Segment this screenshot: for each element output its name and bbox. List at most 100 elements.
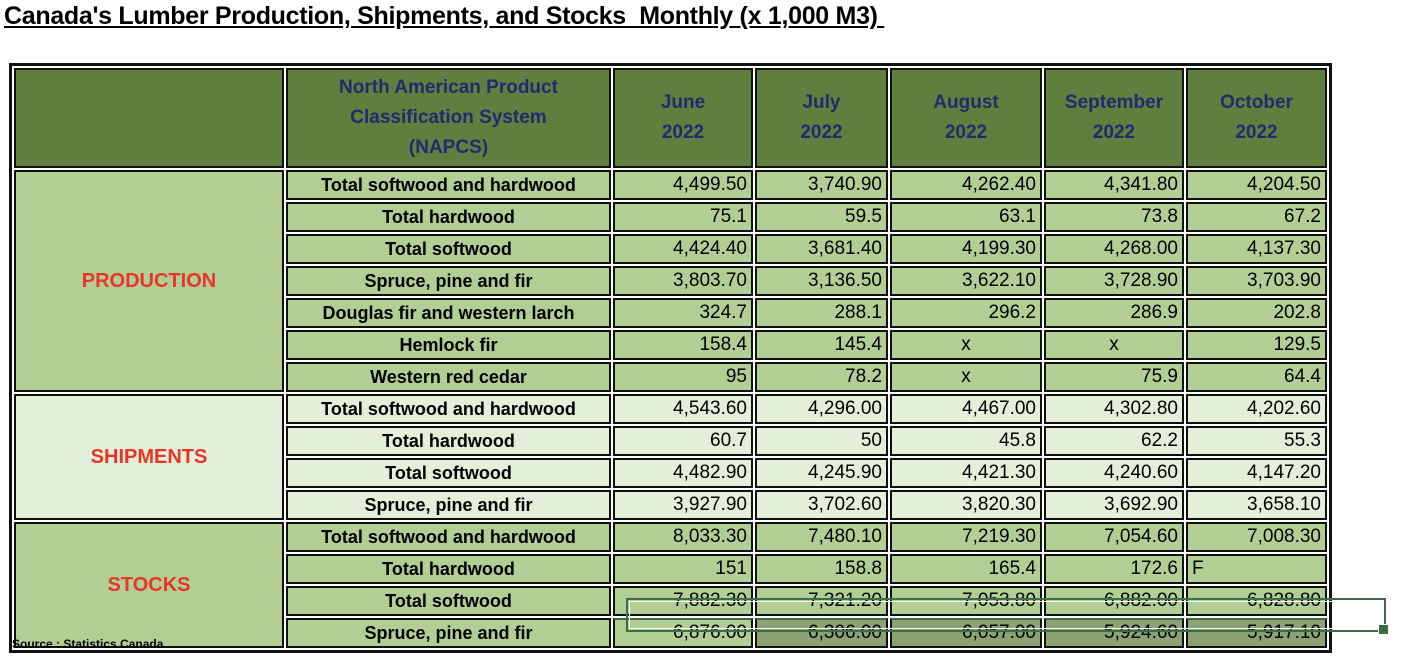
category-cell[interactable]: Total hardwood (286, 426, 611, 456)
category-cell[interactable]: Western red cedar (286, 362, 611, 392)
value-cell[interactable]: 324.7 (613, 298, 753, 328)
value-cell[interactable]: 4,147.20 (1186, 458, 1327, 488)
category-cell[interactable]: Total hardwood (286, 202, 611, 232)
value-cell[interactable]: 145.4 (755, 330, 888, 360)
value-cell[interactable]: 5,924.60 (1044, 618, 1184, 648)
value-cell[interactable]: 158.4 (613, 330, 753, 360)
value-cell[interactable]: 3,740.90 (755, 170, 888, 200)
value-cell[interactable]: 4,262.40 (890, 170, 1042, 200)
value-cell[interactable]: x (890, 362, 1042, 392)
value-cell[interactable]: 4,199.30 (890, 234, 1042, 264)
value-cell[interactable]: 73.8 (1044, 202, 1184, 232)
value-cell[interactable]: 4,296.00 (755, 394, 888, 424)
value-cell[interactable]: 8,033.30 (613, 522, 753, 552)
value-cell[interactable]: 4,467.00 (890, 394, 1042, 424)
value-cell[interactable]: 6,306.00 (755, 618, 888, 648)
category-cell[interactable]: Douglas fir and western larch (286, 298, 611, 328)
value-cell[interactable]: 60.7 (613, 426, 753, 456)
category-cell[interactable]: Total softwood (286, 458, 611, 488)
value-cell[interactable]: 75.9 (1044, 362, 1184, 392)
value-cell[interactable]: 129.5 (1186, 330, 1327, 360)
value-cell[interactable]: 3,927.90 (613, 490, 753, 520)
value-cell[interactable]: 4,240.60 (1044, 458, 1184, 488)
value-cell[interactable]: 6,828.80 (1186, 586, 1327, 616)
value-cell[interactable]: 75.1 (613, 202, 753, 232)
value-cell[interactable]: 4,268.00 (1044, 234, 1184, 264)
value-cell[interactable]: 7,219.30 (890, 522, 1042, 552)
header-month-august[interactable]: August 2022 (890, 68, 1042, 168)
value-cell[interactable]: 4,137.30 (1186, 234, 1327, 264)
value-cell[interactable]: x (1044, 330, 1184, 360)
value-cell[interactable]: 50 (755, 426, 888, 456)
value-cell[interactable]: 4,341.80 (1044, 170, 1184, 200)
value-cell[interactable]: F (1186, 554, 1327, 584)
value-cell[interactable]: 59.5 (755, 202, 888, 232)
value-cell[interactable]: 64.4 (1186, 362, 1327, 392)
value-cell[interactable]: x (890, 330, 1042, 360)
value-cell[interactable]: 78.2 (755, 362, 888, 392)
header-empty-cell[interactable] (14, 68, 284, 168)
value-cell[interactable]: 4,421.30 (890, 458, 1042, 488)
value-cell[interactable]: 165.4 (890, 554, 1042, 584)
header-month-june[interactable]: June 2022 (613, 68, 753, 168)
value-cell[interactable]: 4,499.50 (613, 170, 753, 200)
value-cell[interactable]: 62.2 (1044, 426, 1184, 456)
value-cell[interactable]: 3,803.70 (613, 266, 753, 296)
value-cell[interactable]: 202.8 (1186, 298, 1327, 328)
fill-handle[interactable] (1378, 624, 1389, 635)
value-cell[interactable]: 4,424.40 (613, 234, 753, 264)
value-cell[interactable]: 45.8 (890, 426, 1042, 456)
header-napcs[interactable]: North American Product Classification Sy… (286, 68, 611, 168)
category-cell[interactable]: Total softwood and hardwood (286, 394, 611, 424)
header-month-july[interactable]: July 2022 (755, 68, 888, 168)
value-cell[interactable]: 3,728.90 (1044, 266, 1184, 296)
value-cell[interactable]: 55.3 (1186, 426, 1327, 456)
category-cell[interactable]: Total softwood (286, 234, 611, 264)
value-cell[interactable]: 288.1 (755, 298, 888, 328)
value-cell[interactable]: 3,681.40 (755, 234, 888, 264)
value-cell[interactable]: 7,321.20 (755, 586, 888, 616)
value-cell[interactable]: 63.1 (890, 202, 1042, 232)
value-cell[interactable]: 3,136.50 (755, 266, 888, 296)
category-cell[interactable]: Spruce, pine and fir (286, 618, 611, 648)
value-cell[interactable]: 172.6 (1044, 554, 1184, 584)
value-cell[interactable]: 6,057.00 (890, 618, 1042, 648)
value-cell[interactable]: 6,876.00 (613, 618, 753, 648)
value-cell[interactable]: 7,008.30 (1186, 522, 1327, 552)
group-label-shipments[interactable]: SHIPMENTS (14, 394, 284, 520)
value-cell[interactable]: 7,053.80 (890, 586, 1042, 616)
header-month-october[interactable]: October 2022 (1186, 68, 1327, 168)
value-cell[interactable]: 3,703.90 (1186, 266, 1327, 296)
category-cell[interactable]: Total softwood and hardwood (286, 170, 611, 200)
value-cell[interactable]: 286.9 (1044, 298, 1184, 328)
value-cell[interactable]: 3,622.10 (890, 266, 1042, 296)
value-cell[interactable]: 3,658.10 (1186, 490, 1327, 520)
value-cell[interactable]: 3,702.60 (755, 490, 888, 520)
value-cell[interactable]: 6,882.00 (1044, 586, 1184, 616)
value-cell[interactable]: 7,480.10 (755, 522, 888, 552)
value-cell[interactable]: 7,054.60 (1044, 522, 1184, 552)
value-cell[interactable]: 4,302.80 (1044, 394, 1184, 424)
category-cell[interactable]: Hemlock fir (286, 330, 611, 360)
value-cell[interactable]: 67.2 (1186, 202, 1327, 232)
category-cell[interactable]: Total softwood (286, 586, 611, 616)
value-cell[interactable]: 4,204.50 (1186, 170, 1327, 200)
value-cell[interactable]: 3,692.90 (1044, 490, 1184, 520)
value-cell[interactable]: 3,820.30 (890, 490, 1042, 520)
value-cell[interactable]: 4,202.60 (1186, 394, 1327, 424)
value-cell[interactable]: 7,882.30 (613, 586, 753, 616)
header-month-september[interactable]: September 2022 (1044, 68, 1184, 168)
value-cell[interactable]: 4,482.90 (613, 458, 753, 488)
category-cell[interactable]: Total hardwood (286, 554, 611, 584)
category-cell[interactable]: Spruce, pine and fir (286, 266, 611, 296)
group-label-stocks[interactable]: STOCKS (14, 522, 284, 648)
value-cell[interactable]: 158.8 (755, 554, 888, 584)
value-cell[interactable]: 95 (613, 362, 753, 392)
value-cell[interactable]: 4,245.90 (755, 458, 888, 488)
value-cell[interactable]: 151 (613, 554, 753, 584)
value-cell[interactable]: 5,917.10 (1186, 618, 1327, 648)
category-cell[interactable]: Total softwood and hardwood (286, 522, 611, 552)
value-cell[interactable]: 4,543.60 (613, 394, 753, 424)
value-cell[interactable]: 296.2 (890, 298, 1042, 328)
category-cell[interactable]: Spruce, pine and fir (286, 490, 611, 520)
